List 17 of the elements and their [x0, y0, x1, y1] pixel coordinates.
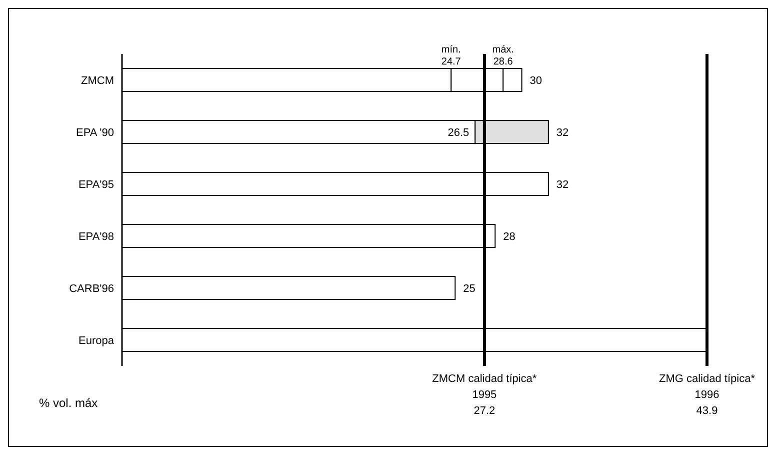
- y-tick-label: ZMCM: [81, 74, 114, 87]
- annotation: mín. 24.7: [441, 44, 462, 68]
- y-tick-label: EPA'95: [78, 178, 114, 191]
- total-label: 30: [530, 75, 542, 88]
- y-tick-label: EPA'98: [78, 230, 114, 243]
- ref-line-label: ZMG calidad típica* 1996 43.9: [659, 373, 756, 417]
- data-label: 26.5: [448, 127, 470, 140]
- x-axis-title: % vol. máx: [39, 396, 98, 410]
- total-label: 28: [503, 231, 516, 244]
- total-label: 32: [556, 179, 569, 192]
- y-tick-label: CARB'96: [69, 282, 114, 295]
- annotation: máx. 28.6: [492, 44, 514, 68]
- y-tick-label: EPA '90: [76, 126, 114, 139]
- y-tick-label: Europa: [78, 334, 115, 347]
- ref-line-label: ZMCM calidad típica* 1995 27.2: [432, 373, 538, 417]
- total-label: 25: [463, 283, 476, 296]
- total-label: 32: [556, 127, 569, 140]
